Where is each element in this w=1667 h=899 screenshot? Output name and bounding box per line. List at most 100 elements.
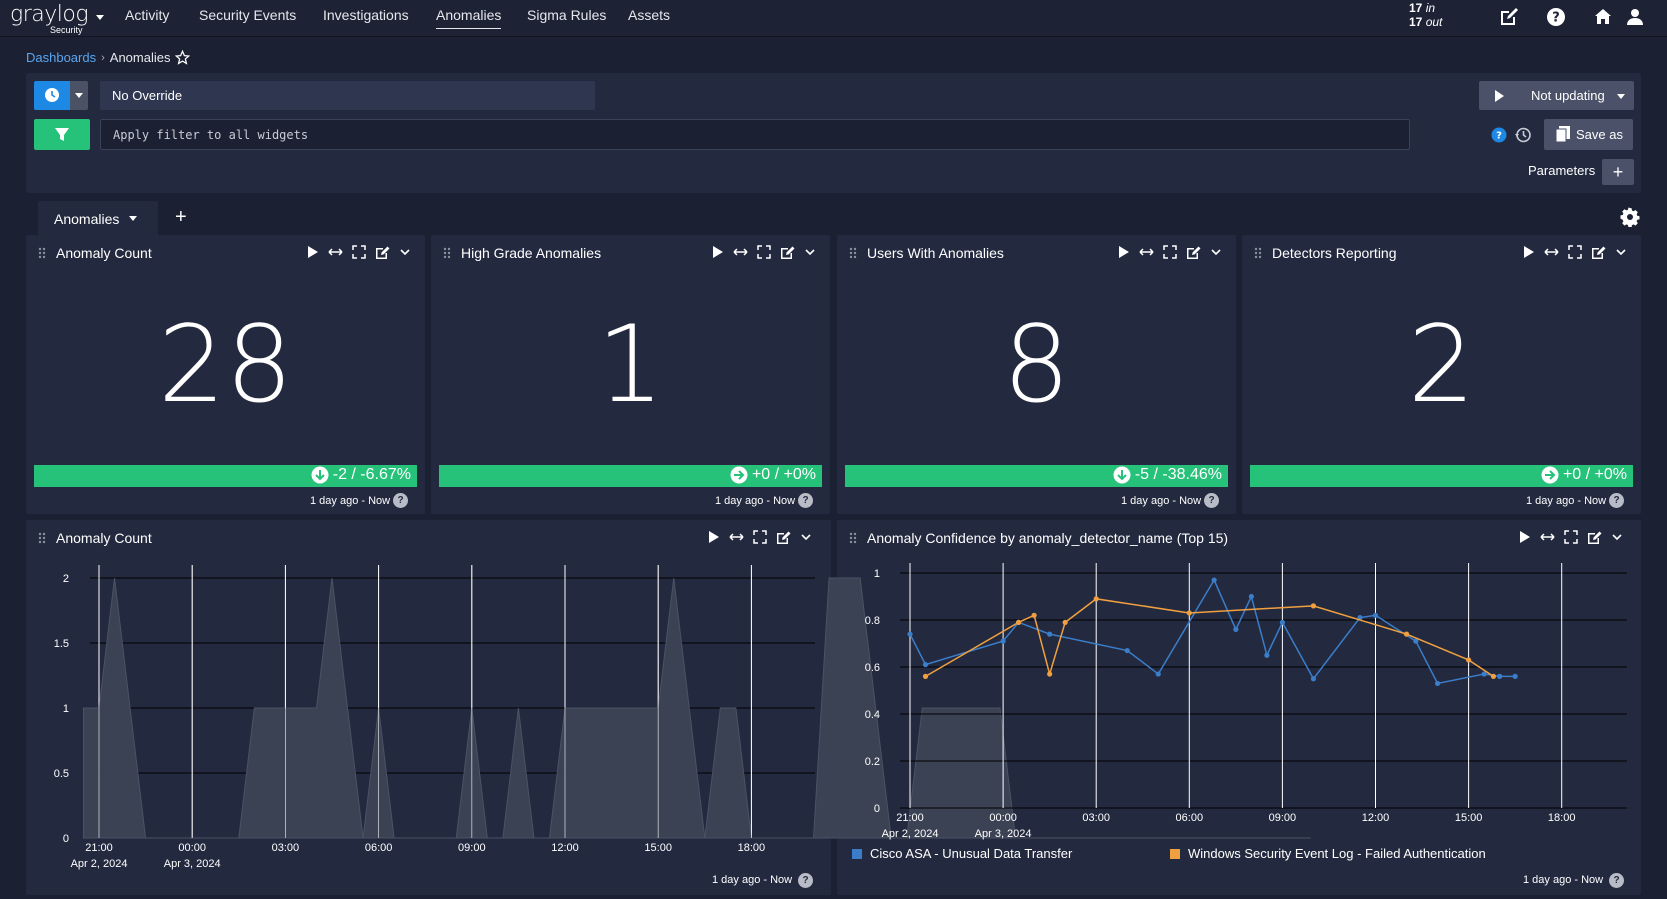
expand-horizontal-icon[interactable]: [1540, 530, 1555, 544]
home-icon[interactable]: [1592, 6, 1614, 28]
add-parameter-button[interactable]: +: [1602, 159, 1634, 185]
fullscreen-icon[interactable]: [1568, 245, 1582, 259]
trend-indicator: +0 / +0%: [1250, 465, 1633, 487]
tab-anomalies[interactable]: Anomalies: [38, 201, 158, 235]
help-icon[interactable]: ?: [1545, 6, 1567, 28]
nav-item-security-events[interactable]: Security Events: [199, 7, 297, 23]
parameters-label: Parameters: [1528, 163, 1596, 178]
widget-time-range: 1 day ago - Now: [715, 495, 796, 507]
trend-value: +0 / +0%: [1562, 466, 1627, 483]
trend-indicator: +0 / +0%: [439, 465, 822, 487]
widget-actions: [1523, 243, 1627, 261]
chevron-down-icon[interactable]: [800, 532, 812, 542]
edit-icon[interactable]: [776, 530, 791, 545]
expand-horizontal-icon[interactable]: [1544, 245, 1559, 259]
anomaly-count-chart-widget: Anomaly Count 1 day ago - Now ?: [26, 520, 831, 895]
query-help-icon[interactable]: ?: [1491, 127, 1507, 143]
gear-icon[interactable]: [1620, 207, 1640, 227]
widget-help-icon[interactable]: ?: [798, 873, 813, 888]
nav-item-activity[interactable]: Activity: [125, 7, 170, 23]
widget-help-icon[interactable]: ?: [798, 493, 813, 508]
expand-horizontal-icon[interactable]: [733, 245, 748, 259]
apply-filter-button[interactable]: [34, 119, 90, 150]
time-range-dropdown[interactable]: [70, 81, 88, 110]
trend-indicator: -2 / -6.67%: [34, 465, 417, 487]
throughput-in-value: 17: [1409, 1, 1423, 15]
legend-item[interactable]: Windows Security Event Log - Failed Auth…: [1170, 846, 1486, 861]
legend-label: Windows Security Event Log - Failed Auth…: [1188, 846, 1486, 861]
time-override-field[interactable]: No Override: [100, 81, 595, 110]
graylog-logo[interactable]: graylog Security: [10, 2, 90, 36]
drag-handle-icon[interactable]: [443, 247, 451, 259]
legend-swatch: [852, 848, 862, 859]
widget-help-icon[interactable]: ?: [393, 493, 408, 508]
widget-title: Detectors Reporting: [1272, 245, 1397, 261]
arrow-circle-right-icon: [730, 466, 748, 484]
edit-icon[interactable]: [1186, 245, 1201, 260]
play-icon[interactable]: [1523, 245, 1535, 259]
caret-down-icon[interactable]: [129, 216, 137, 221]
breadcrumb: Dashboards › Anomalies: [26, 50, 191, 65]
play-icon[interactable]: [1118, 245, 1130, 259]
tab-label: Anomalies: [54, 211, 120, 227]
edit-icon[interactable]: [1591, 245, 1606, 260]
breadcrumb-dashboards-link[interactable]: Dashboards: [26, 50, 97, 65]
trend-indicator: -5 / -38.46%: [845, 465, 1228, 487]
widget-help-icon[interactable]: ?: [1609, 873, 1624, 888]
history-icon[interactable]: [1514, 126, 1532, 144]
throughput-indicator[interactable]: 17 in 17 out: [1409, 1, 1442, 29]
widget-help-icon[interactable]: ?: [1609, 493, 1624, 508]
add-tab-button[interactable]: +: [175, 206, 187, 228]
drag-handle-icon[interactable]: [849, 532, 857, 544]
chevron-down-icon[interactable]: [804, 247, 816, 257]
fullscreen-icon[interactable]: [1163, 245, 1177, 259]
refresh-control-button[interactable]: Not updating: [1479, 81, 1634, 110]
expand-horizontal-icon[interactable]: [1139, 245, 1154, 259]
drag-handle-icon[interactable]: [38, 532, 46, 544]
fullscreen-icon[interactable]: [757, 245, 771, 259]
legend-item[interactable]: Cisco ASA - Unusual Data Transfer: [852, 846, 1072, 861]
save-as-label: Save as: [1576, 127, 1623, 142]
edit-icon[interactable]: [1587, 530, 1602, 545]
play-icon[interactable]: [708, 530, 720, 544]
drag-handle-icon[interactable]: [38, 247, 46, 259]
nav-item-investigations[interactable]: Investigations: [323, 7, 409, 23]
drag-handle-icon[interactable]: [849, 247, 857, 259]
edit-icon[interactable]: [780, 245, 795, 260]
logo-subtitle: Security: [50, 25, 83, 35]
caret-down-icon: [1617, 94, 1625, 99]
widget-title: Users With Anomalies: [867, 245, 1004, 261]
nav-item-sigma-rules[interactable]: Sigma Rules: [527, 7, 607, 23]
edit-icon[interactable]: [1498, 6, 1520, 28]
chevron-down-icon[interactable]: [399, 247, 411, 257]
throughput-in-unit: in: [1425, 1, 1436, 15]
edit-icon[interactable]: [375, 245, 390, 260]
user-icon[interactable]: [1624, 6, 1646, 28]
play-icon[interactable]: [712, 245, 724, 259]
time-range-button[interactable]: [34, 81, 70, 110]
fullscreen-icon[interactable]: [1564, 530, 1578, 544]
chevron-down-icon[interactable]: [1210, 247, 1222, 257]
widget-help-icon[interactable]: ?: [1204, 493, 1219, 508]
fullscreen-icon[interactable]: [753, 530, 767, 544]
widget-actions: [1519, 528, 1623, 546]
filter-input[interactable]: Apply filter to all widgets: [100, 119, 1410, 150]
star-icon[interactable]: [175, 50, 191, 65]
drag-handle-icon[interactable]: [1254, 247, 1262, 259]
play-icon[interactable]: [1519, 530, 1531, 544]
stat-widget-detectors-reporting: Detectors Reporting 2 +0 / +0% 1 day ago…: [1242, 235, 1641, 514]
nav-item-anomalies[interactable]: Anomalies: [436, 7, 502, 29]
chevron-down-icon[interactable]: [1611, 532, 1623, 542]
clock-icon: [45, 88, 59, 102]
save-as-button[interactable]: Save as: [1544, 119, 1633, 150]
expand-horizontal-icon[interactable]: [729, 530, 744, 544]
svg-text:?: ?: [1496, 131, 1502, 142]
logo-dropdown-caret-icon[interactable]: [96, 15, 104, 20]
chevron-down-icon[interactable]: [1615, 247, 1627, 257]
nav-item-assets[interactable]: Assets: [628, 7, 671, 23]
throughput-out-value: 17: [1409, 15, 1423, 29]
expand-horizontal-icon[interactable]: [328, 245, 343, 259]
stat-widget-high-grade-anomalies: High Grade Anomalies 1 +0 / +0% 1 day ag…: [431, 235, 830, 514]
fullscreen-icon[interactable]: [352, 245, 366, 259]
play-icon[interactable]: [307, 245, 319, 259]
